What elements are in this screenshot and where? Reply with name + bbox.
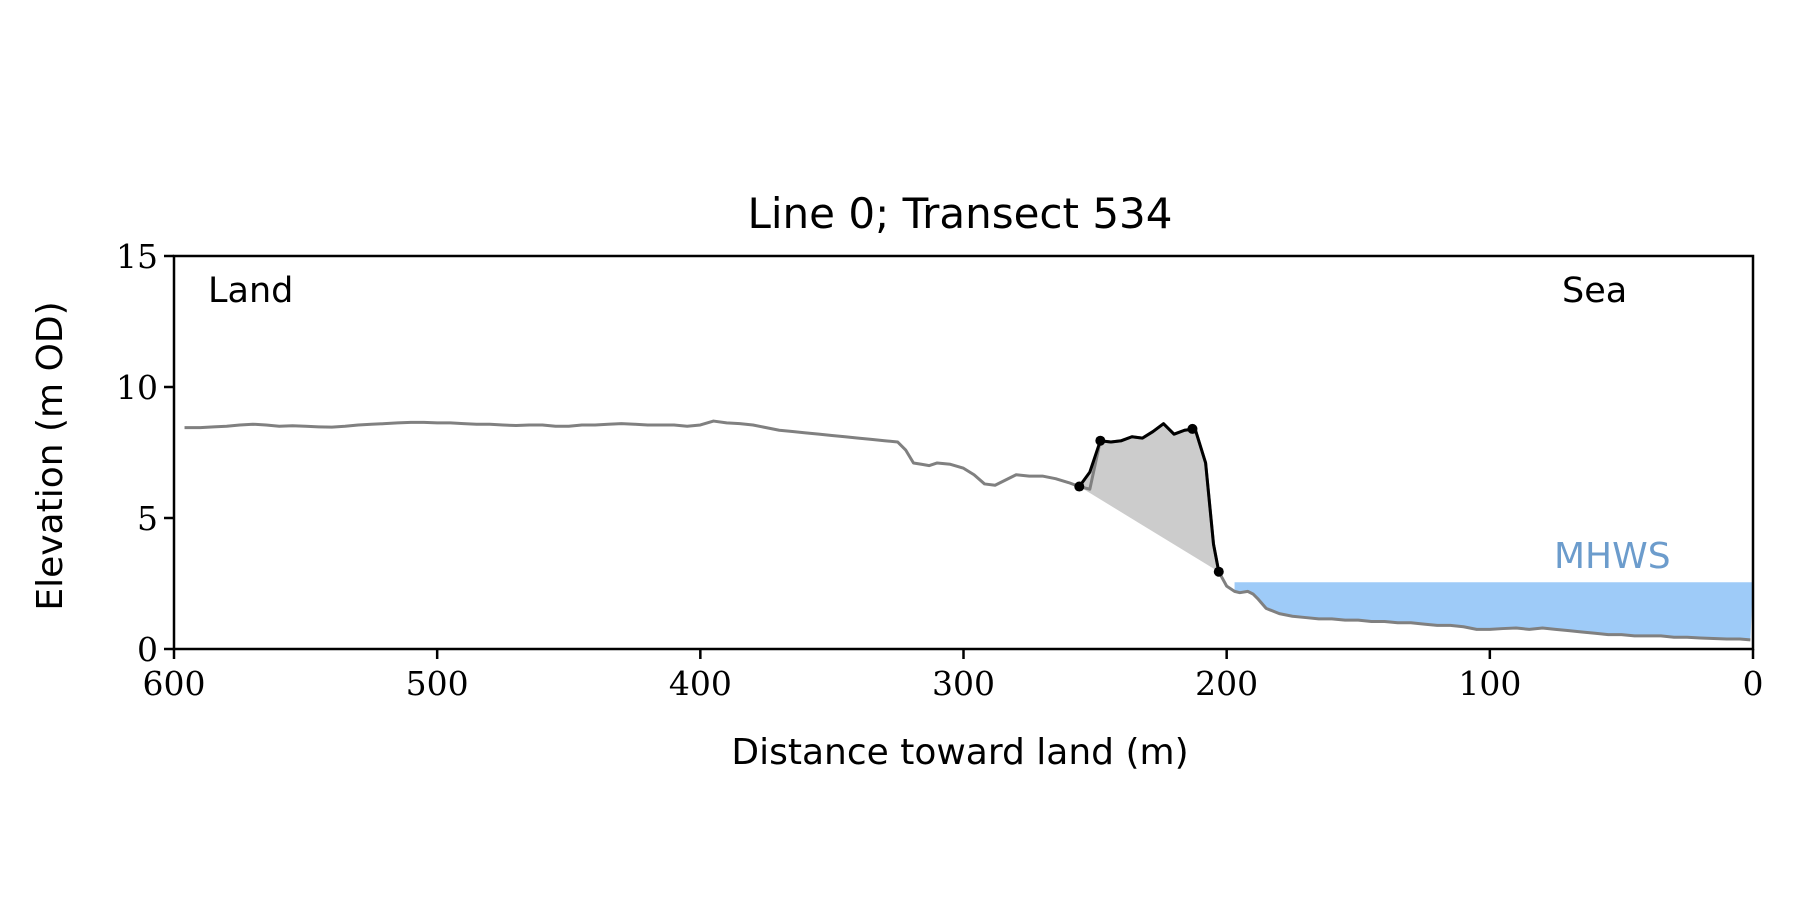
mhws-annotation: MHWS	[1554, 536, 1671, 577]
y-axis: 0 5 10 15	[116, 237, 174, 669]
y-tick-label: 5	[137, 499, 158, 538]
y-tick-label: 10	[116, 368, 158, 407]
mhws-water-area	[1234, 582, 1753, 640]
x-tick-label: 0	[1743, 664, 1764, 703]
x-tick-label: 200	[1195, 664, 1258, 703]
x-tick-label: 100	[1458, 664, 1521, 703]
chart-title: Line 0; Transect 534	[747, 189, 1172, 238]
feature-point	[1213, 566, 1224, 577]
sea-annotation: Sea	[1562, 271, 1627, 311]
land-annotation: Land	[208, 271, 293, 311]
y-tick-label: 15	[116, 237, 158, 276]
profile-line	[184, 419, 1751, 642]
x-axis-label: Distance toward land (m)	[731, 732, 1188, 773]
feature-point	[1074, 481, 1085, 492]
x-tick-label: 400	[669, 664, 732, 703]
x-tick-label: 500	[406, 664, 469, 703]
feature-area-fill	[1079, 423, 1219, 572]
y-tick-label: 0	[137, 630, 158, 669]
feature-point	[1095, 435, 1106, 446]
x-tick-label: 300	[932, 664, 995, 703]
y-axis-label: Elevation (m OD)	[30, 301, 71, 610]
x-tick-label: 600	[143, 664, 206, 703]
feature-point	[1187, 423, 1198, 434]
x-axis: 600 500 400 300 200 100 0	[143, 649, 1764, 703]
plot-area	[184, 419, 1753, 642]
